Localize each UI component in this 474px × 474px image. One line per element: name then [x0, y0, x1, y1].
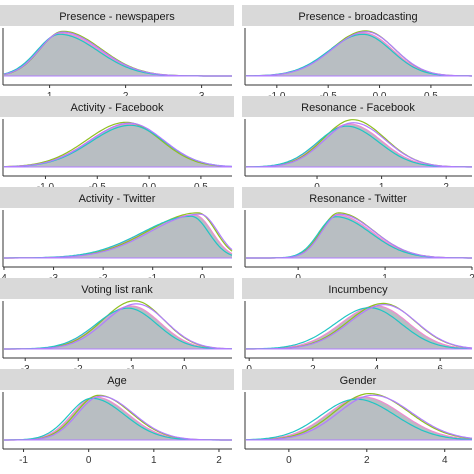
facet-panel: Activity - Twitter4-3-2-10 [0, 187, 234, 284]
density-area [4, 33, 232, 76]
facet-panel: Age -1 0 1 2 [0, 369, 234, 466]
series-line [245, 122, 472, 168]
facet-title: Age [107, 375, 127, 387]
facet-panel: Resonance - Facebook012 [242, 96, 474, 193]
facet-panel: Resonance - Twitter012 [242, 187, 474, 284]
density-area [4, 124, 232, 167]
facet-title: Resonance - Facebook [301, 102, 415, 114]
series-line [246, 307, 473, 350]
facet-panel: Voting list rank-3-2-10 [0, 278, 234, 375]
facet-strip [0, 278, 234, 299]
facet-strip [242, 96, 474, 117]
facet-strip [0, 96, 234, 117]
facet-title: Presence - newspapers [59, 11, 175, 23]
density-area [246, 397, 472, 440]
facet-panel: Presence - newspapers123 [0, 5, 234, 102]
facet-strip [0, 187, 234, 208]
density-area [4, 215, 232, 258]
x-tick-label: 4 [442, 455, 448, 466]
density-area [246, 215, 472, 258]
series-line [246, 125, 472, 168]
facet-strip [242, 369, 474, 390]
density-area [4, 397, 232, 440]
series-line [4, 395, 232, 441]
facet-panel: Presence - broadcasting-1.0-0.50.00.5 [242, 5, 474, 102]
facet-title: Presence - broadcasting [298, 11, 417, 23]
facet-strip [0, 369, 234, 390]
facet-title: Gender [340, 375, 377, 387]
x-tick-label: 2 [216, 455, 222, 466]
facet-panel: Incumbency0246 [242, 278, 474, 375]
facet-title: Voting list rank [81, 284, 153, 296]
x-tick-label: 2 [364, 455, 370, 466]
x-tick-label: -1 [19, 455, 28, 466]
facet-strip [242, 187, 474, 208]
facet-strip [242, 278, 474, 299]
density-area [246, 124, 472, 167]
facet-panel: Gender 0 2 4 [242, 369, 474, 466]
density-area [4, 306, 232, 349]
facet-title: Incumbency [328, 284, 388, 296]
density-area [246, 33, 472, 76]
facet-strip [242, 5, 474, 26]
series-line [246, 304, 473, 350]
facet-title: Resonance - Twitter [309, 193, 407, 205]
facet-title: Activity - Facebook [71, 102, 164, 114]
density-area [246, 306, 472, 349]
series-line [4, 122, 233, 168]
series-line [246, 31, 472, 77]
facet-panel: Activity - Facebook-1.0-0.50.00.5 [0, 96, 234, 193]
x-tick-label: 0 [286, 455, 292, 466]
series-line [246, 396, 473, 441]
series-line [4, 121, 232, 168]
x-tick-label: 1 [151, 455, 157, 466]
facet-strip [0, 5, 234, 26]
series-line [246, 394, 473, 441]
facet-title: Activity - Twitter [79, 193, 156, 205]
x-tick-label: 0 [86, 455, 92, 466]
